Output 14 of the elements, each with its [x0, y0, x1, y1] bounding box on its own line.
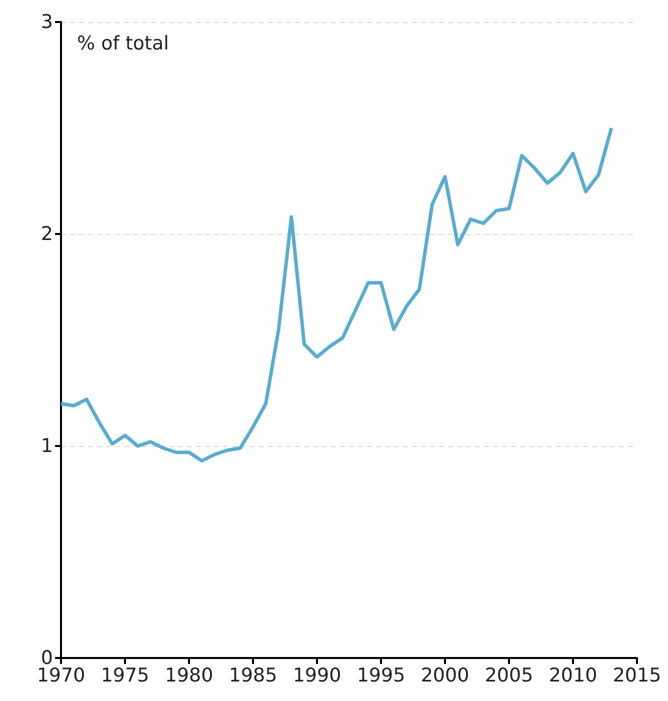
x-tick-label: 2005 [484, 664, 534, 686]
x-tick-label: 1975 [100, 664, 150, 686]
line-series [59, 126, 614, 463]
y-tick-label: 2 [40, 223, 53, 245]
x-tick-label: 2010 [548, 664, 598, 686]
y-tick-label: 1 [40, 435, 53, 457]
x-tick-label: 1985 [228, 664, 278, 686]
y-axis-title: % of total [77, 32, 169, 54]
x-tick-label: 1990 [292, 664, 342, 686]
y-tick-label: 3 [40, 11, 53, 33]
x-tick-label: 1980 [164, 664, 214, 686]
x-tick-label: 2000 [420, 664, 470, 686]
x-tick-label: 1995 [356, 664, 406, 686]
x-tick-label: 2015 [612, 664, 662, 686]
